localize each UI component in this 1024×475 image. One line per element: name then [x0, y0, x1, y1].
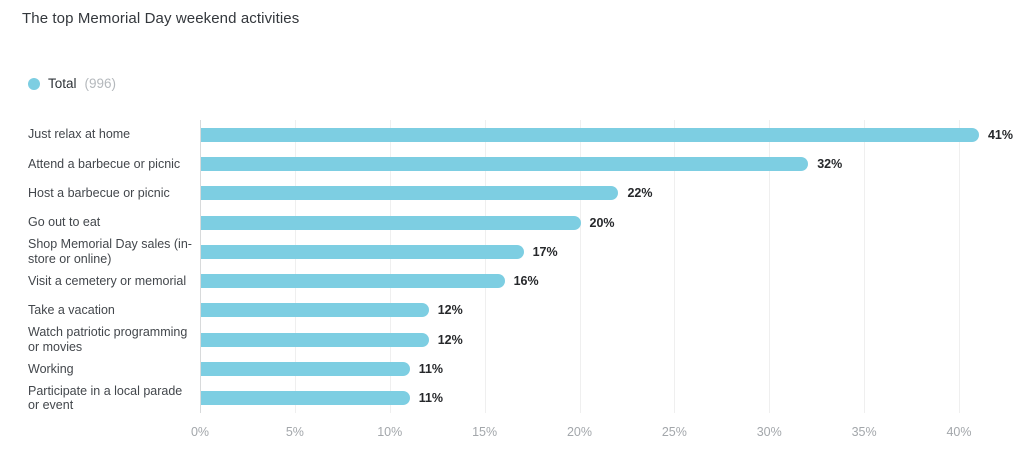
- legend-item-total[interactable]: Total (996): [28, 76, 116, 91]
- x-tick-label: 15%: [472, 425, 498, 439]
- bar-value-label: 11%: [418, 391, 444, 406]
- category-label: Participate in a local parade or event: [28, 383, 183, 413]
- legend-sample-size: (996): [84, 76, 117, 91]
- bar-value-label: 11%: [418, 362, 444, 377]
- x-tick-label: 40%: [946, 425, 972, 439]
- bar-2[interactable]: [201, 156, 809, 171]
- category-label: Visit a cemetery or memorial: [28, 273, 187, 288]
- bar-value-label: 20%: [589, 215, 615, 230]
- bar-value-label: 16%: [513, 274, 539, 289]
- bar-row: 11%: [200, 354, 1014, 383]
- category-label: Just relax at home: [28, 127, 131, 142]
- category-label: Host a barbecue or picnic: [28, 185, 170, 200]
- bar-row: 11%: [200, 384, 1014, 413]
- gridline: [294, 120, 296, 413]
- bar-value-label: 32%: [817, 156, 843, 171]
- x-tick-label: 5%: [285, 425, 304, 439]
- bar-6[interactable]: [201, 274, 505, 289]
- gridline: [674, 120, 676, 413]
- bar-5[interactable]: [201, 244, 524, 259]
- category-label: Working: [28, 361, 74, 376]
- bar-row: 12%: [200, 325, 1014, 354]
- category-label: Watch patriotic programming or movies: [28, 325, 188, 354]
- gridline: [579, 120, 581, 413]
- x-tick-label: 20%: [566, 425, 593, 439]
- gridline: [389, 120, 391, 413]
- category-label: Attend a barbecue or picnic: [28, 156, 181, 171]
- bar-1[interactable]: [201, 127, 979, 142]
- bar-row: 17%: [200, 237, 1014, 266]
- category-label: Shop Memorial Day sales (in-store or onl…: [28, 237, 192, 266]
- x-tick-label: 10%: [377, 425, 403, 439]
- plot-area: 41% 32% 22% 20% 17% 16% 12% 12% 11% 11%: [200, 120, 1014, 413]
- gridline: [959, 120, 960, 413]
- x-tick-label: 0%: [190, 425, 210, 439]
- x-tick-label: 35%: [851, 425, 877, 439]
- legend-dot-icon: [28, 77, 40, 90]
- legend-series-label: Total: [48, 76, 77, 91]
- bar-3[interactable]: [201, 186, 619, 201]
- bar-row: 12%: [200, 296, 1014, 325]
- gridline: [864, 120, 866, 413]
- bar-value-label: 12%: [437, 332, 463, 347]
- y-axis-line: [200, 120, 201, 413]
- bar-row: 32%: [200, 149, 1014, 178]
- category-label: Take a vacation: [28, 303, 115, 318]
- category-axis: Just relax at home Attend a barbecue or p…: [0, 120, 200, 413]
- bar-row: 16%: [200, 267, 1014, 296]
- bar-9[interactable]: [201, 362, 410, 377]
- gridline: [769, 120, 771, 413]
- x-tick-label: 30%: [756, 425, 782, 439]
- bar-value-label: 17%: [532, 244, 558, 259]
- bar-8[interactable]: [201, 332, 429, 347]
- bar-row: 20%: [200, 208, 1014, 237]
- bar-value-label: 22%: [627, 186, 653, 201]
- bar-value-label: 12%: [437, 303, 463, 318]
- bar-7[interactable]: [201, 303, 429, 318]
- gridline: [484, 120, 486, 413]
- chart-title: The top Memorial Day weekend activities: [22, 10, 300, 27]
- bar-10[interactable]: [201, 391, 410, 406]
- bar-row: 22%: [200, 179, 1014, 208]
- bar-4[interactable]: [201, 215, 581, 230]
- x-tick-label: 25%: [661, 425, 687, 439]
- bar-row: 41%: [200, 120, 1014, 149]
- category-label: Go out to eat: [28, 215, 101, 230]
- value-axis: 0% 5% 10% 15% 20% 25% 30% 35% 40%: [191, 425, 1014, 447]
- bar-value-label: 41%: [987, 127, 1013, 142]
